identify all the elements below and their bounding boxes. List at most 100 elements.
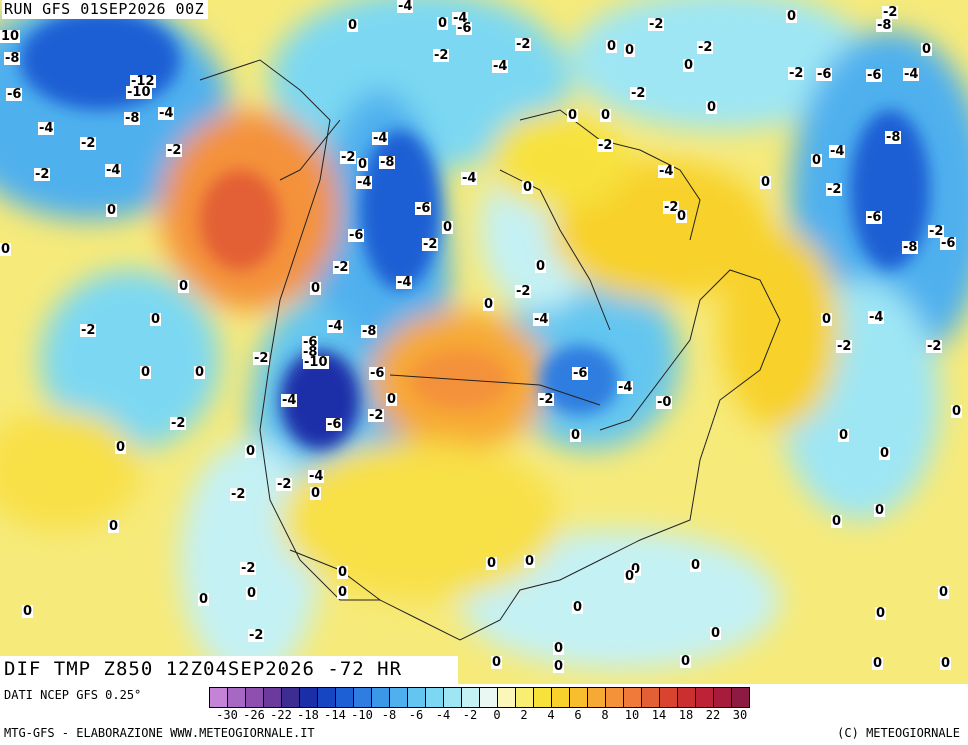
isotherm-label: -2 bbox=[433, 48, 450, 63]
isotherm-label: -2 bbox=[926, 339, 943, 354]
isotherm-label: -2 bbox=[166, 143, 183, 158]
scale-tick-label: -26 bbox=[243, 708, 265, 722]
isotherm-label: -6 bbox=[940, 236, 957, 251]
footer-copyright: (C) METEOGIORNALE bbox=[837, 726, 960, 740]
isotherm-label: 0 bbox=[115, 440, 127, 455]
isotherm-label: 0 bbox=[676, 209, 688, 224]
isotherm-label: -8 bbox=[902, 240, 919, 255]
isotherm-label: -4 bbox=[617, 380, 634, 395]
color-swatch bbox=[588, 688, 606, 707]
isotherm-label: -8 bbox=[885, 130, 902, 145]
color-scale-bar bbox=[209, 687, 750, 708]
scale-tick-label: -18 bbox=[297, 708, 319, 722]
isotherm-label: -4 bbox=[903, 67, 920, 82]
scale-tick-label: 18 bbox=[678, 708, 694, 722]
color-swatch bbox=[444, 688, 462, 707]
isotherm-label: 0 bbox=[706, 100, 718, 115]
isotherm-label: 0 bbox=[140, 365, 152, 380]
isotherm-label: -2 bbox=[80, 323, 97, 338]
isotherm-label: 0 bbox=[567, 108, 579, 123]
color-swatch bbox=[606, 688, 624, 707]
isotherm-label: -4 bbox=[868, 310, 885, 325]
map-canvas bbox=[0, 0, 968, 684]
scale-tick-label: 22 bbox=[705, 708, 721, 722]
isotherm-label: 0 bbox=[606, 39, 618, 54]
color-swatch bbox=[228, 688, 246, 707]
isotherm-label: -6 bbox=[369, 366, 386, 381]
isotherm-label: -2 bbox=[630, 86, 647, 101]
isotherm-label: -6 bbox=[456, 21, 473, 36]
isotherm-label: -2 bbox=[538, 392, 555, 407]
scale-tick-label: -10 bbox=[351, 708, 373, 722]
color-swatch bbox=[570, 688, 588, 707]
isotherm-label: -2 bbox=[80, 136, 97, 151]
isotherm-label: -2 bbox=[333, 260, 350, 275]
isotherm-label: 0 bbox=[245, 444, 257, 459]
isotherm-label: 0 bbox=[821, 312, 833, 327]
isotherm-label: 0 bbox=[570, 428, 582, 443]
isotherm-label: 0 bbox=[600, 108, 612, 123]
color-swatch bbox=[426, 688, 444, 707]
color-swatch bbox=[390, 688, 408, 707]
map-subtitle: DIF TMP Z850 12Z04SEP2026 -72 HR bbox=[0, 656, 458, 684]
color-swatch bbox=[714, 688, 732, 707]
scale-tick-label: 10 bbox=[624, 708, 640, 722]
temperature-anomaly-map bbox=[0, 0, 968, 684]
isotherm-label: 0 bbox=[150, 312, 162, 327]
isotherm-label: -8 bbox=[876, 18, 893, 33]
isotherm-label: -2 bbox=[928, 224, 945, 239]
isotherm-label: 0 bbox=[831, 514, 843, 529]
isotherm-label: -6 bbox=[302, 335, 319, 350]
scale-tick-label: 14 bbox=[651, 708, 667, 722]
isotherm-label: -2 bbox=[597, 138, 614, 153]
isotherm-label: 0 bbox=[347, 18, 359, 33]
isotherm-label: -10 bbox=[126, 85, 152, 100]
isotherm-label: 0 bbox=[437, 16, 449, 31]
color-swatch bbox=[516, 688, 534, 707]
isotherm-label: -6 bbox=[572, 366, 589, 381]
isotherm-label: -8 bbox=[302, 345, 319, 360]
color-swatch bbox=[552, 688, 570, 707]
isotherm-label: -4 bbox=[158, 106, 175, 121]
isotherm-label: 0 bbox=[357, 157, 369, 172]
isotherm-label: 0 bbox=[760, 175, 772, 190]
isotherm-label: -2 bbox=[788, 66, 805, 81]
isotherm-label: 0 bbox=[22, 604, 34, 619]
color-swatch bbox=[660, 688, 678, 707]
isotherm-label: 0 bbox=[524, 554, 536, 569]
isotherm-label: -4 bbox=[492, 59, 509, 74]
isotherm-label: 0 bbox=[630, 562, 642, 577]
color-swatch bbox=[318, 688, 336, 707]
isotherm-label: 0 bbox=[624, 43, 636, 58]
isotherm-label: -2 bbox=[368, 408, 385, 423]
isotherm-label: -6 bbox=[866, 68, 883, 83]
isotherm-label: 0 bbox=[337, 585, 349, 600]
isotherm-label: -8 bbox=[4, 51, 21, 66]
isotherm-label: 0 bbox=[178, 279, 190, 294]
isotherm-label: 0 bbox=[786, 9, 798, 24]
isotherm-label: 0 bbox=[198, 592, 210, 607]
isotherm-label: -2 bbox=[422, 237, 439, 252]
isotherm-label: -6 bbox=[326, 417, 343, 432]
isotherm-label: 0 bbox=[106, 203, 118, 218]
isotherm-label: -10 bbox=[303, 355, 329, 370]
isotherm-label: -6 bbox=[348, 228, 365, 243]
isotherm-label: -12 bbox=[130, 74, 156, 89]
run-title: RUN GFS 01SEP2026 00Z bbox=[2, 0, 209, 19]
scale-tick-label: -6 bbox=[408, 708, 424, 722]
isotherm-label: -4 bbox=[397, 0, 414, 14]
isotherm-label: 0 bbox=[491, 655, 503, 670]
isotherm-label: 0 bbox=[710, 626, 722, 641]
isotherm-label: 10 bbox=[0, 29, 21, 44]
isotherm-label: 0 bbox=[838, 428, 850, 443]
isotherm-label: -4 bbox=[533, 312, 550, 327]
footer-credit: MTG-GFS - ELABORAZIONE WWW.METEOGIORNALE… bbox=[4, 726, 315, 740]
isotherm-label: 0 bbox=[442, 220, 454, 235]
isotherm-label: -4 bbox=[356, 175, 373, 190]
isotherm-label: 0 bbox=[386, 392, 398, 407]
isotherm-label: 0 bbox=[310, 281, 322, 296]
isotherm-label: 0 bbox=[486, 556, 498, 571]
color-swatch bbox=[732, 688, 749, 707]
isotherm-label: -4 bbox=[829, 144, 846, 159]
isotherm-label: 0 bbox=[938, 585, 950, 600]
